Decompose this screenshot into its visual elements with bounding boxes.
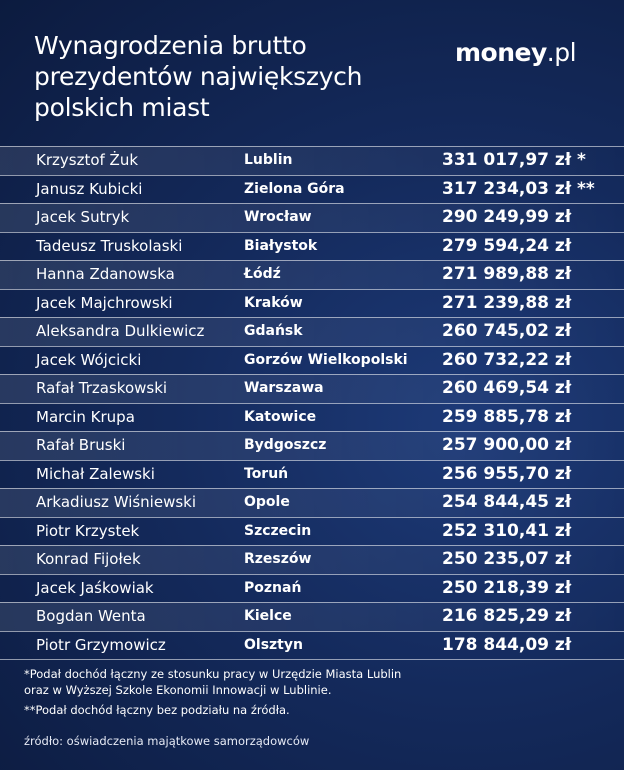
footnote-1-line-1: *Podał dochód łączny ze stosunku pracy w… (24, 667, 402, 681)
logo-suffix: .pl (546, 38, 577, 67)
mayor-name: Hanna Zdanowska (36, 265, 175, 283)
page-title: Wynagrodzenia brutto prezydentów najwięk… (34, 30, 434, 123)
source-note: źródło: oświadczenia majątkowe samorządo… (24, 734, 310, 748)
table-row: Arkadiusz Wiśniewski Opole 254 844,45 zł (0, 488, 624, 517)
table-row: Jacek Jaśkowiak Poznań 250 218,39 zł (0, 573, 624, 603)
city-name: Białystok (244, 237, 318, 254)
salary-amount: 317 234,03 zł ** (442, 178, 595, 199)
table-row: Rafał Trzaskowski Warszawa 260 469,54 zł (0, 374, 624, 403)
salary-amount: 260 732,22 zł (442, 349, 572, 370)
salary-amount: 216 825,29 zł (442, 606, 572, 626)
salary-amount: 260 745,02 zł (442, 321, 572, 341)
salary-amount: 252 310,41 zł (442, 520, 572, 541)
mayor-name: Marcin Krupa (36, 407, 135, 426)
table-row: Rafał Bruski Bydgoszcz 257 900,00 zł (0, 431, 624, 460)
salary-amount: 254 844,45 zł (442, 492, 572, 512)
mayor-name: Jacek Majchrowski (36, 293, 173, 312)
salary-table: Krzysztof Żuk Lublin 331 017,97 zł * Janusz… (0, 146, 624, 660)
mayor-name: Arkadiusz Wiśniewski (36, 493, 197, 511)
city-name: Lublin (244, 152, 293, 168)
mayor-name: Rafał Trzaskowski (36, 379, 168, 397)
table-row: Michał Zalewski Toruń 256 955,70 zł (0, 459, 624, 489)
mayor-name: Piotr Krzystek (36, 521, 140, 540)
salary-amount: 256 955,70 zł (442, 463, 572, 484)
salary-amount: 250 218,39 zł (442, 577, 572, 598)
salary-amount: 260 469,54 zł (442, 378, 572, 398)
mayor-name: Rafał Bruski (36, 436, 126, 454)
money-pl-logo: money.pl (455, 38, 577, 67)
salary-amount: 271 239,88 zł (442, 292, 572, 313)
salary-amount: 257 900,00 zł (442, 435, 572, 455)
city-name: Kraków (244, 294, 303, 311)
city-name: Gdańsk (244, 323, 303, 339)
footnote-1-line-2: oraz w Wyższej Szkole Ekonomii Innowacji… (24, 683, 332, 697)
table-row: Jacek Majchrowski Kraków 271 239,88 zł (0, 288, 624, 318)
city-name: Katowice (244, 408, 317, 425)
table-row: Jacek Wójcicki Gorzów Wielkopolski 260 732… (0, 345, 624, 375)
city-name: Kielce (244, 608, 292, 624)
salary-amount: 271 989,88 zł (442, 264, 572, 284)
table-row: Bogdan Wenta Kielce 216 825,29 zł (0, 602, 624, 631)
city-name: Warszawa (244, 380, 324, 396)
table-row: Konrad Fijołek Rzeszów 250 235,07 zł (0, 545, 624, 574)
table-row: Tadeusz Truskolaski Białystok 279 594,24 z… (0, 231, 624, 261)
mayor-name: Krzysztof Żuk (36, 151, 139, 169)
table-row: Krzysztof Żuk Lublin 331 017,97 zł * (0, 146, 624, 175)
mayor-name: Konrad Fijołek (36, 550, 141, 568)
logo-brand: money (455, 38, 547, 67)
table-row: Janusz Kubicki Zielona Góra 317 234,03 zł … (0, 174, 624, 204)
table-row: Marcin Krupa Katowice 259 885,78 zł (0, 402, 624, 432)
mayor-name: Bogdan Wenta (36, 607, 146, 625)
table-row: Piotr Grzymowicz Olsztyn 178 844,09 zł (0, 630, 624, 660)
title-line-3: polskich miast (34, 93, 210, 122)
mayor-name: Tadeusz Truskolaski (36, 236, 183, 255)
city-name: Gorzów Wielkopolski (244, 351, 408, 368)
mayor-name: Piotr Grzymowicz (36, 635, 166, 654)
footnotes: *Podał dochód łączny ze stosunku pracy w… (24, 666, 584, 722)
city-name: Łódź (244, 266, 281, 282)
city-name: Wrocław (244, 209, 312, 225)
city-name: Zielona Góra (244, 180, 345, 197)
table-row: Hanna Zdanowska Łódź 271 989,88 zł (0, 260, 624, 289)
footnote-1: *Podał dochód łączny ze stosunku pracy w… (24, 666, 584, 698)
table-row: Aleksandra Dulkiewicz Gdańsk 260 745,02 zł (0, 317, 624, 346)
mayor-name: Janusz Kubicki (36, 179, 143, 198)
salary-amount: 279 594,24 zł (442, 235, 572, 256)
salary-amount: 259 885,78 zł (442, 406, 572, 427)
city-name: Olsztyn (244, 636, 303, 653)
city-name: Bydgoszcz (244, 437, 327, 453)
city-name: Opole (244, 494, 290, 510)
table-row: Piotr Krzystek Szczecin 252 310,41 zł (0, 516, 624, 546)
city-name: Toruń (244, 465, 289, 482)
mayor-name: Aleksandra Dulkiewicz (36, 322, 205, 340)
mayor-name: Jacek Jaśkowiak (36, 578, 154, 597)
city-name: Rzeszów (244, 551, 312, 567)
mayor-name: Michał Zalewski (36, 464, 155, 483)
footnote-2: **Podał dochód łączny bez podziału na źr… (24, 703, 290, 717)
salary-amount: 331 017,97 zł * (442, 150, 586, 170)
city-name: Poznań (244, 579, 302, 596)
table-row: Jacek Sutryk Wrocław 290 249,99 zł (0, 203, 624, 232)
mayor-name: Jacek Wójcicki (36, 350, 142, 369)
salary-amount: 250 235,07 zł (442, 549, 572, 569)
city-name: Szczecin (244, 522, 312, 539)
salary-amount: 290 249,99 zł (442, 207, 572, 227)
salary-amount: 178 844,09 zł (442, 634, 572, 655)
title-line-1: Wynagrodzenia brutto (34, 31, 307, 60)
mayor-name: Jacek Sutryk (36, 208, 130, 226)
title-line-2: prezydentów największych (34, 62, 363, 91)
